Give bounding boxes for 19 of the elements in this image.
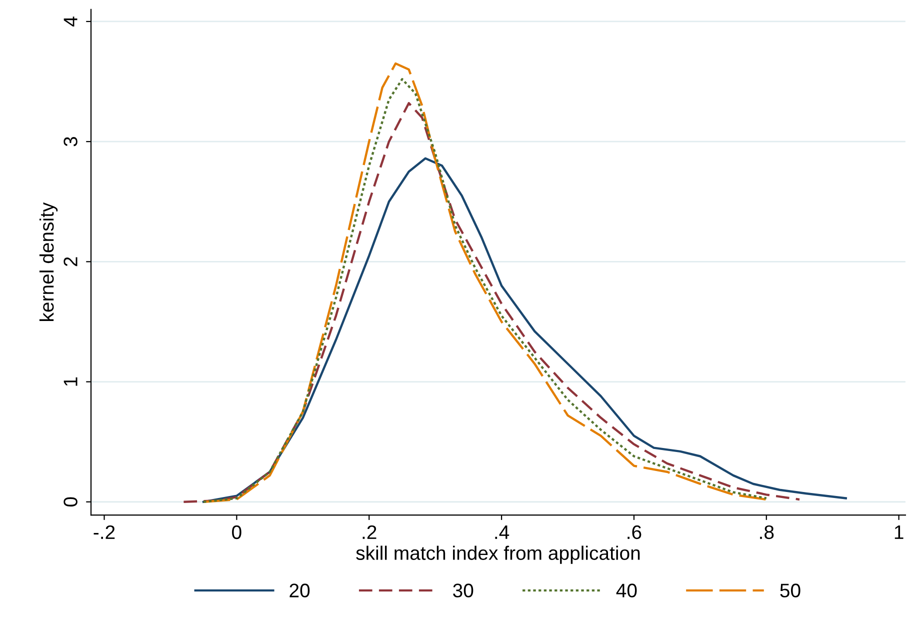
x-tick-label: .6 bbox=[628, 525, 642, 540]
y-tick-label: 4 bbox=[64, 16, 78, 26]
legend-label: 30 bbox=[453, 584, 474, 598]
legend-label: 20 bbox=[290, 584, 310, 598]
legend-label: 50 bbox=[780, 584, 800, 598]
line-series bbox=[202, 157, 847, 503]
x-tick-label: 0 bbox=[232, 525, 242, 540]
y-tick-label: 3 bbox=[64, 137, 78, 146]
y-tick-label: 2 bbox=[64, 257, 78, 266]
x-tick-label: .8 bbox=[760, 525, 774, 540]
y-axis-title: kernel density bbox=[39, 202, 58, 321]
y-tick-label: 0 bbox=[64, 497, 78, 507]
x-tick-label: .2 bbox=[362, 525, 376, 539]
y-tick-label: 1 bbox=[64, 377, 78, 386]
x-axis-title: skill match index from application bbox=[356, 546, 640, 564]
x-tick-label: 1 bbox=[894, 526, 904, 539]
x-tick-label: -.2 bbox=[94, 525, 115, 539]
x-tick-label: .4 bbox=[495, 526, 510, 539]
legend-label: 40 bbox=[616, 584, 637, 598]
